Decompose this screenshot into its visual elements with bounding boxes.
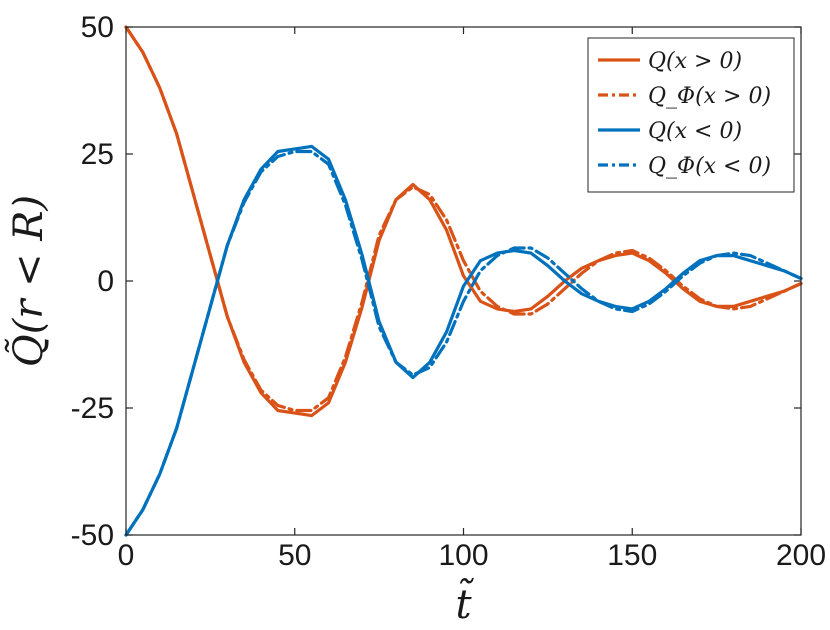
legend: Q(x > 0) Q_Φ(x > 0) Q(x < 0) Q_Φ(x < 0) <box>587 37 795 193</box>
x-tick-label: 100 <box>438 539 488 572</box>
x-tick-label: 150 <box>607 539 657 572</box>
x-tick-label: 200 <box>776 539 826 572</box>
x-axis-label: t̃ <box>455 578 473 628</box>
y-axis-label: Q̃(r < R) <box>5 195 52 367</box>
y-tick-label: 25 <box>81 138 114 171</box>
tick-labels: 0 50 100 150 200 50 25 0 -25 -50 <box>71 11 826 572</box>
legend-label: Q_Φ(x > 0) <box>648 84 771 109</box>
legend-label: Q(x > 0) <box>648 49 742 74</box>
x-tick-label: 50 <box>278 539 311 572</box>
series-line-4 <box>124 149 803 537</box>
y-tick-label: -25 <box>71 392 114 425</box>
plot-lines <box>124 25 803 537</box>
series-line-1 <box>124 25 803 418</box>
y-tick-label: 0 <box>97 265 114 298</box>
series-line-3 <box>124 144 803 537</box>
y-tick-label: 50 <box>81 11 114 44</box>
legend-label: Q(x < 0) <box>648 119 742 144</box>
series-line-2 <box>124 25 803 413</box>
legend-label: Q_Φ(x < 0) <box>648 154 771 179</box>
x-tick-label: 0 <box>118 539 135 572</box>
ticks <box>125 26 802 536</box>
y-tick-label: -50 <box>71 519 114 552</box>
